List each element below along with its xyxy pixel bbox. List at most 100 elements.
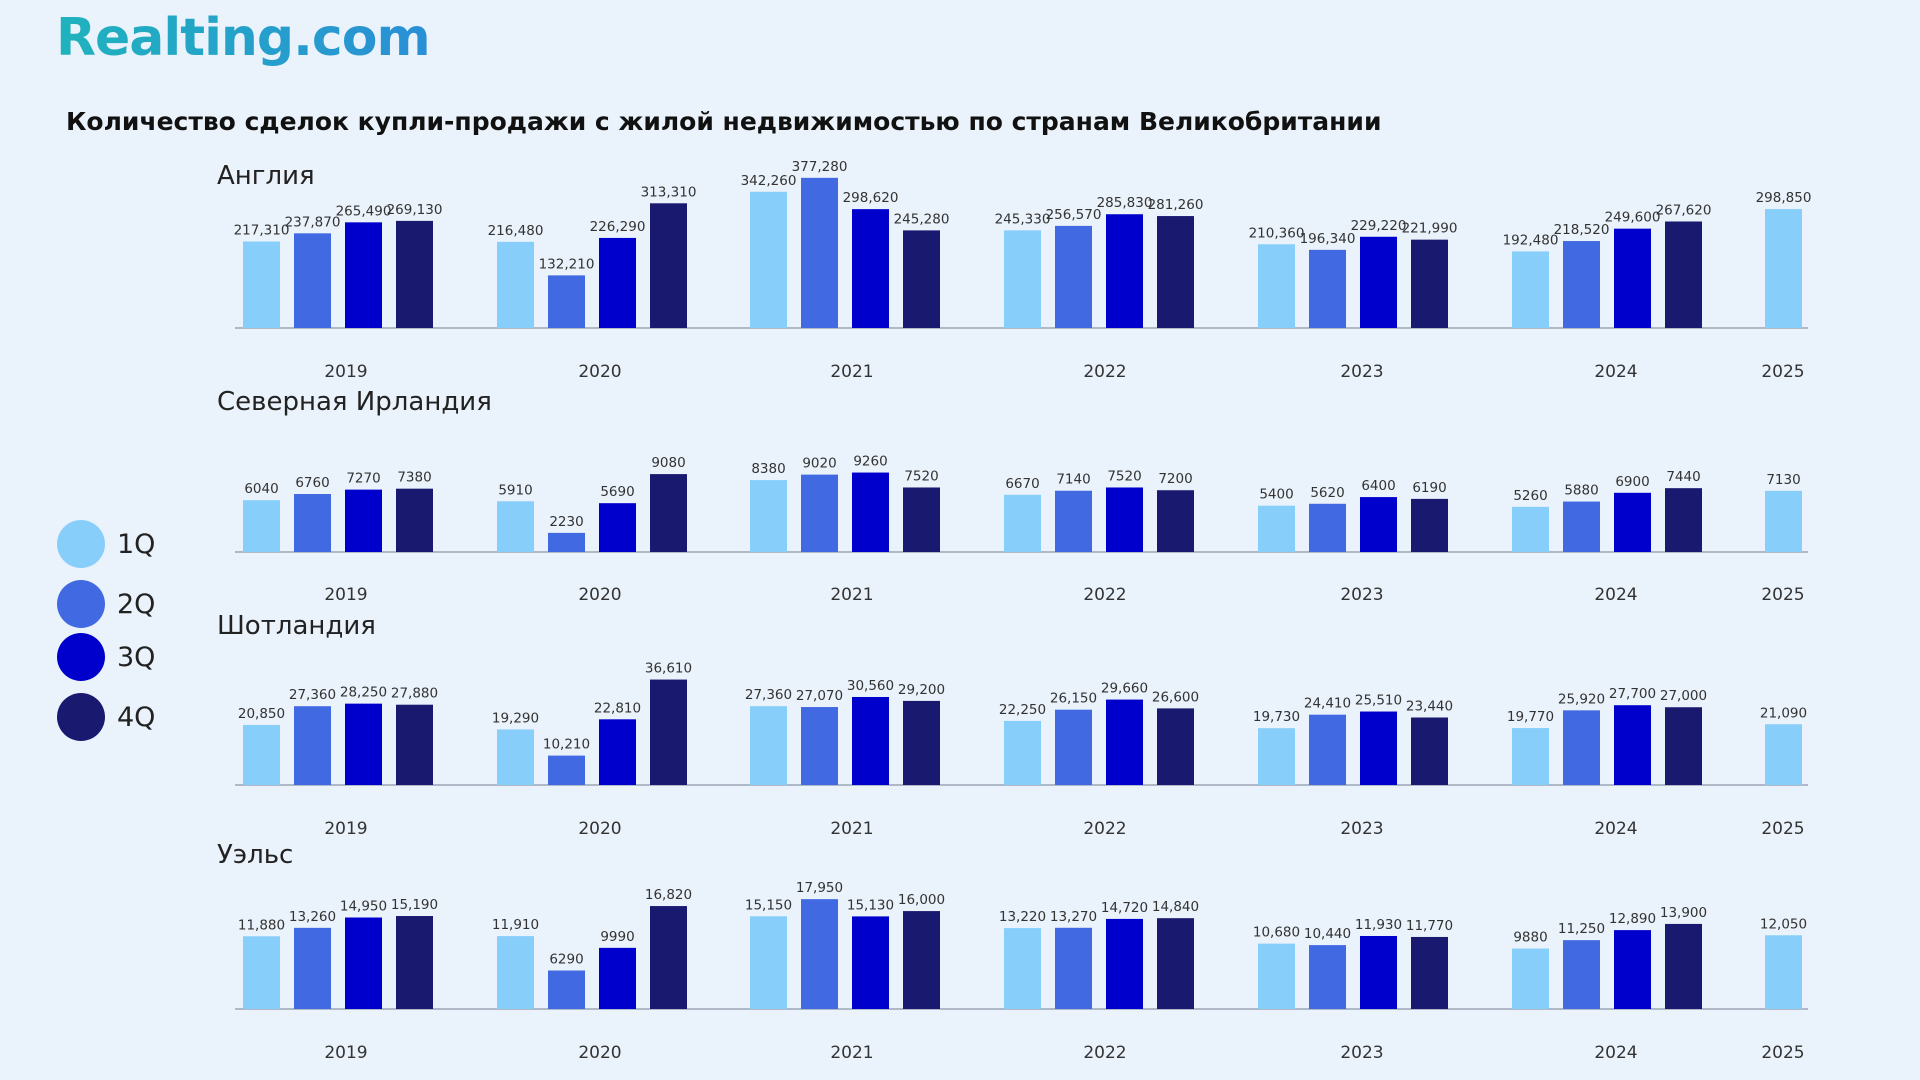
legend-item-3q: 3Q — [57, 633, 155, 681]
data-label: 6190 — [1412, 480, 1446, 496]
bar — [548, 755, 585, 785]
data-label: 5400 — [1259, 487, 1293, 503]
bar — [294, 493, 331, 552]
year-label: 2023 — [1340, 585, 1383, 605]
data-label: 298,620 — [843, 190, 899, 206]
data-label: 19,730 — [1253, 709, 1300, 725]
legend-label-4q: 4Q — [117, 701, 156, 733]
bar — [1665, 707, 1702, 785]
bar — [852, 472, 889, 552]
legend-swatch-1q — [57, 520, 105, 568]
data-label: 27,360 — [289, 687, 336, 703]
bar — [1157, 708, 1194, 785]
data-label: 27,000 — [1660, 688, 1707, 704]
data-label: 256,570 — [1046, 207, 1102, 223]
data-label: 25,920 — [1558, 691, 1605, 707]
data-label: 13,270 — [1050, 909, 1097, 925]
data-label: 7130 — [1766, 472, 1800, 488]
bar — [243, 936, 280, 1009]
data-label: 6670 — [1005, 476, 1039, 492]
bar — [1055, 709, 1092, 785]
data-label: 12,050 — [1760, 916, 1807, 932]
data-label: 226,290 — [590, 219, 646, 235]
bar — [1614, 492, 1651, 552]
data-label: 13,900 — [1660, 905, 1707, 921]
data-label: 7140 — [1056, 472, 1090, 488]
bar — [1411, 717, 1448, 785]
bar — [650, 203, 687, 328]
bar — [1309, 945, 1346, 1009]
bar — [801, 177, 838, 328]
year-label: 2021 — [830, 819, 873, 839]
bar — [548, 275, 585, 328]
data-label: 16,000 — [898, 892, 945, 908]
data-label: 229,220 — [1351, 218, 1407, 234]
data-label: 7200 — [1158, 471, 1192, 487]
data-label: 9990 — [600, 929, 634, 945]
data-label: 26,150 — [1050, 691, 1097, 707]
bar — [599, 947, 636, 1009]
bar — [1512, 251, 1549, 328]
data-label: 14,720 — [1101, 900, 1148, 916]
data-label: 24,410 — [1304, 696, 1351, 712]
bar — [497, 501, 534, 552]
data-label: 15,150 — [745, 897, 792, 913]
data-label: 19,290 — [492, 710, 539, 726]
bar — [345, 489, 382, 552]
year-label: 2021 — [830, 362, 873, 382]
data-label: 12,890 — [1609, 911, 1656, 927]
year-label: 2024 — [1594, 362, 1637, 382]
data-label: 20,850 — [238, 706, 285, 722]
data-label: 217,310 — [234, 223, 290, 239]
bar — [903, 911, 940, 1009]
bar — [345, 917, 382, 1009]
bar — [801, 707, 838, 785]
bar — [497, 729, 534, 785]
bar — [1004, 720, 1041, 785]
data-label: 267,620 — [1656, 202, 1712, 218]
bar — [1106, 918, 1143, 1009]
data-label: 11,250 — [1558, 921, 1605, 937]
bar — [801, 899, 838, 1009]
bar — [1157, 490, 1194, 552]
year-label: 2020 — [578, 362, 621, 382]
bar — [1665, 923, 1702, 1009]
data-label: 5620 — [1310, 485, 1344, 501]
data-label: 298,850 — [1756, 190, 1812, 206]
bar — [1765, 209, 1802, 328]
data-label: 5690 — [600, 484, 634, 500]
data-label: 210,360 — [1249, 225, 1305, 241]
bar — [1106, 699, 1143, 785]
year-label: 2024 — [1594, 585, 1637, 605]
data-label: 9020 — [802, 456, 836, 472]
data-label: 6400 — [1361, 478, 1395, 494]
data-label: 17,950 — [796, 880, 843, 896]
year-label: 2025 — [1761, 1043, 1804, 1063]
data-label: 7270 — [346, 471, 380, 487]
bar — [1004, 928, 1041, 1009]
data-label: 196,340 — [1300, 231, 1356, 247]
data-label: 10,680 — [1253, 925, 1300, 941]
data-label: 313,310 — [641, 184, 697, 200]
legend-swatch-4q — [57, 693, 105, 741]
data-label: 342,260 — [741, 173, 797, 189]
data-label: 5910 — [498, 482, 532, 498]
data-label: 28,250 — [340, 685, 387, 701]
bar — [1765, 490, 1802, 552]
bar — [1309, 503, 1346, 552]
bar — [1411, 936, 1448, 1009]
data-label: 7380 — [397, 470, 431, 486]
bar — [1765, 935, 1802, 1009]
bar — [243, 500, 280, 552]
data-label: 5260 — [1513, 488, 1547, 504]
bar — [903, 487, 940, 552]
year-label: 2025 — [1761, 585, 1804, 605]
year-label: 2020 — [578, 1043, 621, 1063]
legend-item-1q: 1Q — [57, 520, 155, 568]
chart-title: Количество сделок купли-продажи с жилой … — [66, 107, 1382, 136]
bar — [599, 237, 636, 328]
bar — [650, 474, 687, 552]
bar — [650, 679, 687, 785]
bar — [650, 906, 687, 1009]
bar — [497, 241, 534, 328]
